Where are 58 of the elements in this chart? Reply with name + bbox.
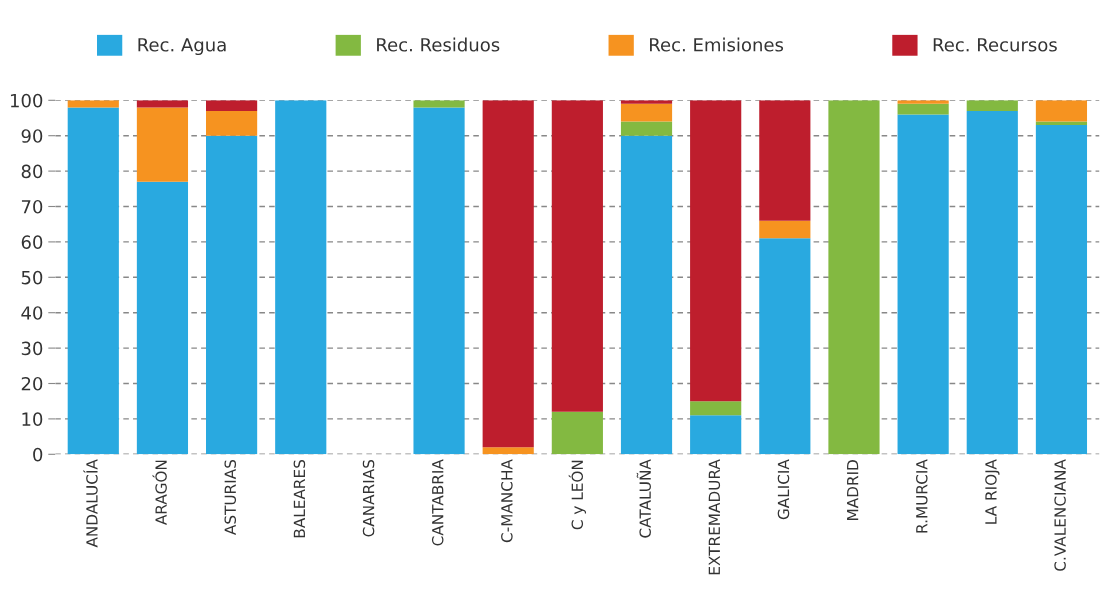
- x-tick-label: BALEARES: [293, 460, 306, 538]
- x-tick-label: LA RIOJA: [985, 459, 1000, 524]
- legend-label: Rec. Residuos: [377, 37, 500, 52]
- x-tick-label: C y LEÓN: [568, 460, 587, 530]
- y-tick-label: 10: [22, 412, 43, 427]
- x-tick-label: GALICIA: [777, 459, 790, 520]
- x-tick-label: ARAGÓN: [152, 460, 167, 525]
- x-tick-label: R.MURCIA: [916, 459, 928, 533]
- bar: [206, 135, 258, 455]
- bar: [620, 121, 673, 136]
- bar: [897, 103, 949, 115]
- x-tick-label: CANTABRIA: [431, 459, 444, 546]
- x-tick-label: C-MANCHA: [501, 459, 513, 543]
- bar: [1035, 100, 1088, 122]
- bar: [966, 110, 1018, 455]
- bar: [482, 447, 534, 455]
- bar: [413, 107, 465, 455]
- bar: [482, 100, 534, 448]
- y-tick-label: 20: [21, 376, 43, 391]
- bar: [897, 114, 949, 455]
- bar: [206, 100, 258, 111]
- y-tick-label: 50: [21, 270, 43, 285]
- bar: [966, 100, 1018, 111]
- legend-label: Rec. Recursos: [933, 38, 1057, 52]
- x-tick-label: ASTURIAS: [224, 460, 237, 535]
- y-tick-label: 40: [21, 306, 43, 320]
- x-tick-label: C.VALENCIANA: [1054, 459, 1066, 571]
- bar: [759, 220, 811, 239]
- y-tick-label: 90: [21, 129, 43, 143]
- y-tick-label: 0: [33, 447, 43, 462]
- y-tick-label: 100: [10, 93, 43, 108]
- y-tick-label: 70: [21, 199, 43, 214]
- bar: [275, 100, 327, 455]
- x-tick-label: EXTREMADURA: [708, 459, 721, 575]
- bar: [136, 181, 189, 455]
- bar: [206, 110, 258, 136]
- legend-label: Rec. Agua: [138, 38, 226, 56]
- legend-label: Rec. Emisiones: [650, 37, 784, 52]
- bar: [620, 135, 673, 455]
- y-tick-label: 60: [21, 235, 43, 250]
- y-tick-label: 80: [21, 164, 43, 179]
- x-tick-label: MADRID: [847, 460, 859, 520]
- bar: [759, 238, 811, 455]
- bar: [551, 411, 603, 455]
- bar: [690, 401, 742, 416]
- bar: [620, 103, 673, 122]
- x-tick-label: ANDALUCÍA: [83, 459, 98, 548]
- y-tick-label: 30: [21, 341, 43, 356]
- x-tick-label: CATALUÑA: [636, 459, 651, 538]
- bar: [828, 100, 880, 455]
- bar: [1035, 125, 1088, 455]
- bar: [759, 100, 811, 221]
- bar: [136, 107, 189, 182]
- bar: [67, 107, 119, 455]
- x-tick-label: CANARIAS: [362, 460, 375, 537]
- bar: [690, 415, 742, 455]
- bar: [551, 100, 603, 412]
- bar: [690, 100, 742, 402]
